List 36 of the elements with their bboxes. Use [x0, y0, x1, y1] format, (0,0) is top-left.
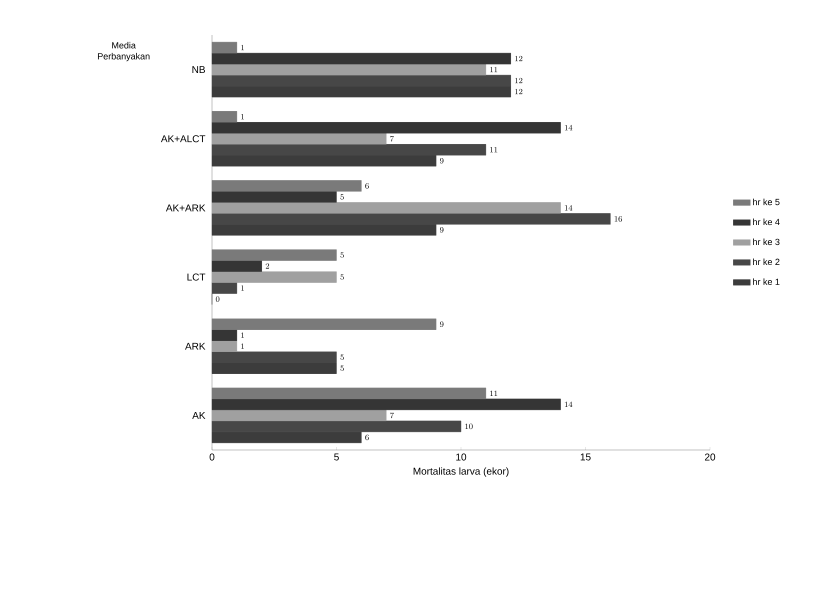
legend-label: hr ke 2: [753, 258, 780, 266]
bar: [212, 271, 337, 283]
legend-label: hr ke 3: [753, 238, 780, 246]
legend-label: hr ke 5: [753, 198, 780, 206]
x-axis-title: Mortalitas larva (ekor): [414, 467, 509, 477]
bar: [212, 318, 436, 330]
y-tick-label: LCT: [187, 274, 206, 281]
legend-label: hr ke 4: [753, 218, 780, 226]
bar: [212, 191, 337, 203]
bar: [212, 340, 238, 352]
bar: [212, 64, 486, 76]
y-tick-label: ARK: [185, 342, 206, 350]
bar: [212, 388, 486, 400]
legend-label: hr ke 1: [753, 278, 780, 285]
x-tick-label: 0: [210, 454, 214, 461]
bar: [212, 249, 337, 261]
bar: [212, 330, 238, 341]
x-tick-label: 5: [334, 454, 339, 460]
y-tick-label: AK+ALCT: [160, 135, 206, 142]
bar: [212, 52, 512, 64]
bar: [212, 180, 362, 192]
bar: [212, 111, 238, 122]
x-tick-label: 20: [704, 454, 716, 461]
x-tick-label: 15: [580, 454, 591, 460]
bar: [212, 133, 386, 144]
bar: [212, 42, 238, 54]
x-tick-label: 10: [456, 454, 466, 461]
y-axis-title: Media Perbanyakan: [98, 42, 150, 62]
y-tick-label: NB: [192, 66, 205, 74]
bar: [212, 260, 262, 272]
y-tick-label: AK: [192, 412, 206, 419]
y-tick-label: AK+ARK: [166, 204, 206, 212]
bar: [212, 122, 561, 134]
bar: [212, 398, 561, 410]
bar: [212, 410, 386, 422]
bar: [212, 202, 561, 214]
